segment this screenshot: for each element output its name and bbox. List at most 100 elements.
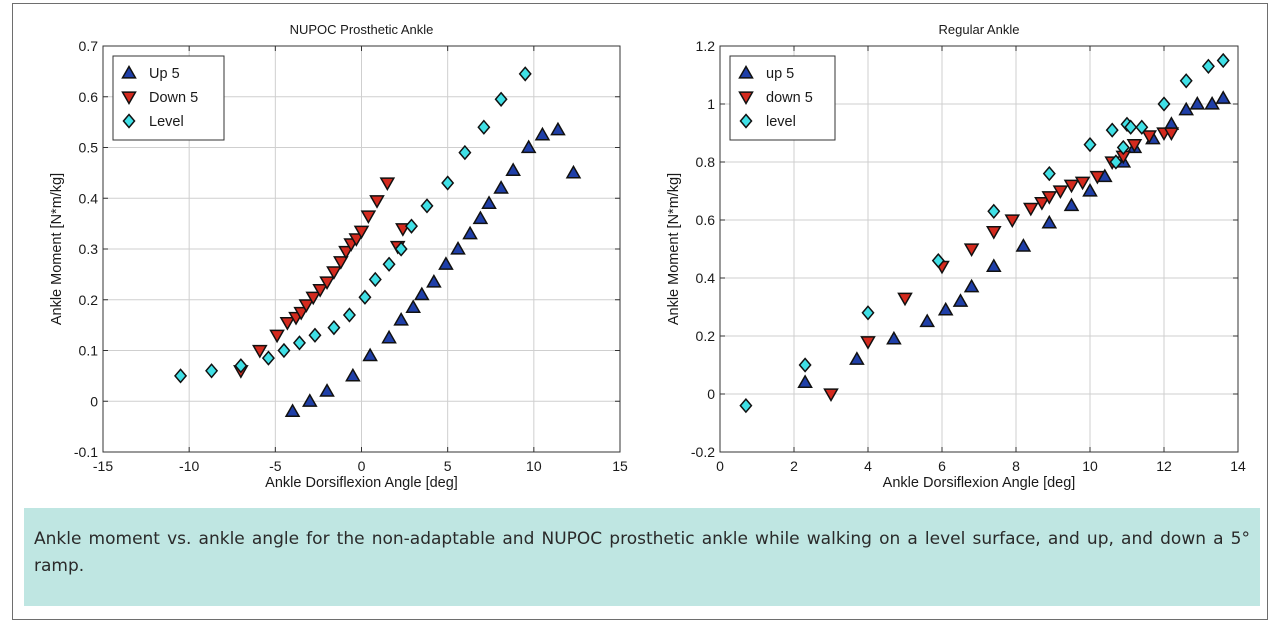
data-point <box>1083 136 1097 153</box>
data-point <box>1126 138 1143 153</box>
data-point <box>534 126 551 141</box>
chart-2: 0 2 4 6 8 10 12 14-0.200.20.40.60.811.2Regular … <box>666 22 1246 491</box>
legend: up 5 down 5 level <box>729 55 836 141</box>
data-point <box>963 278 980 293</box>
data-point <box>362 347 378 362</box>
data-point <box>368 271 382 288</box>
data-point <box>312 283 328 298</box>
series-down-5 <box>823 127 1180 403</box>
data-point <box>174 368 188 384</box>
x-tick-label: 10 <box>526 458 542 474</box>
data-point <box>353 225 370 240</box>
x-tick-label: 15 <box>612 458 628 474</box>
data-point <box>1105 122 1119 138</box>
data-point <box>1052 185 1069 200</box>
figure-caption: Ankle moment vs. ankle angle for the non… <box>24 508 1260 606</box>
data-point <box>338 245 354 260</box>
y-tick-label: -0.2 <box>691 444 715 460</box>
data-point <box>426 273 442 288</box>
legend-label: up 5 <box>766 66 794 82</box>
data-point <box>302 393 318 407</box>
data-point <box>986 258 1002 273</box>
data-point <box>293 306 309 321</box>
y-tick-label: 0 <box>90 393 98 409</box>
data-point <box>1004 214 1021 229</box>
series-level <box>739 52 1230 414</box>
data-point <box>319 276 335 290</box>
chart-1: -15 -10 -5 0 5 10 15 -0.1 0 0.1 0.2 0.3 0.4 0.5 0.6 0.7… <box>49 22 628 491</box>
data-point <box>277 342 291 359</box>
data-point <box>369 195 385 209</box>
data-point <box>493 180 509 194</box>
data-point <box>1215 90 1231 104</box>
axes-frame <box>719 45 1239 453</box>
y-tick-label: 0.4 <box>696 270 716 286</box>
data-point <box>1163 127 1180 142</box>
data-point <box>345 367 361 382</box>
data-point <box>1015 238 1032 252</box>
data-point <box>986 225 1002 240</box>
legend-marker <box>122 113 136 129</box>
data-point <box>952 293 969 307</box>
y-tick-label: 0.3 <box>79 241 99 257</box>
data-point <box>1178 101 1194 116</box>
data-point <box>326 266 342 280</box>
data-point <box>348 233 365 247</box>
data-point <box>987 203 1001 219</box>
x-tick-label: 2 <box>790 458 798 474</box>
data-point <box>234 358 248 374</box>
y-tick-label: 0.2 <box>79 292 99 308</box>
data-point <box>1023 202 1039 217</box>
x-tick-label: 0 <box>358 458 366 474</box>
data-point <box>1116 139 1130 156</box>
data-point <box>393 312 409 326</box>
data-point <box>931 252 945 269</box>
data-point <box>279 316 296 331</box>
y-tick-label: 0.5 <box>79 140 99 156</box>
y-tick-label: 0.6 <box>696 212 716 228</box>
data-point <box>919 313 935 328</box>
data-point <box>450 240 466 255</box>
data-point <box>414 286 430 301</box>
series-level <box>174 66 532 384</box>
data-point <box>319 383 335 397</box>
legend-marker <box>738 64 754 79</box>
data-point <box>1204 95 1220 110</box>
data-point <box>481 195 497 209</box>
y-tick-label: 0 <box>707 386 715 402</box>
y-tick-label: 0.1 <box>79 343 99 359</box>
x-tick-label: 6 <box>938 458 946 474</box>
y-tick-label: 1.2 <box>696 38 716 54</box>
data-point <box>405 299 421 313</box>
data-point <box>308 327 322 343</box>
data-point <box>1179 73 1193 89</box>
data-point <box>1141 130 1157 144</box>
data-point <box>505 162 521 176</box>
legend-label: level <box>766 114 796 130</box>
data-point <box>565 164 582 179</box>
data-point <box>379 177 396 192</box>
data-point <box>1201 58 1215 74</box>
legend-label: Up 5 <box>149 66 180 82</box>
x-tick-label: 14 <box>1230 458 1246 474</box>
data-point <box>420 198 434 214</box>
legend: Up 5 Down 5 Level <box>112 55 225 141</box>
x-tick-label: -10 <box>179 458 199 474</box>
x-axis-title: Ankle Dorsiflexion Angle [deg] <box>883 475 1076 491</box>
data-point <box>305 291 322 306</box>
data-point <box>205 363 219 379</box>
data-point <box>849 351 865 365</box>
x-tick-label: 4 <box>864 458 872 474</box>
data-point <box>860 336 876 350</box>
data-point <box>477 119 491 135</box>
data-point <box>550 121 566 136</box>
chart-title: NUPOC Prosthetic Ankle <box>290 22 434 37</box>
y-tick-label: 0.4 <box>79 190 99 206</box>
data-point <box>1216 52 1230 69</box>
data-point <box>298 299 315 313</box>
x-tick-label: 10 <box>1082 458 1098 474</box>
x-tick-label: 8 <box>1012 458 1020 474</box>
data-point <box>963 243 980 258</box>
legend-label: Down 5 <box>149 90 198 106</box>
data-point <box>1041 214 1058 229</box>
